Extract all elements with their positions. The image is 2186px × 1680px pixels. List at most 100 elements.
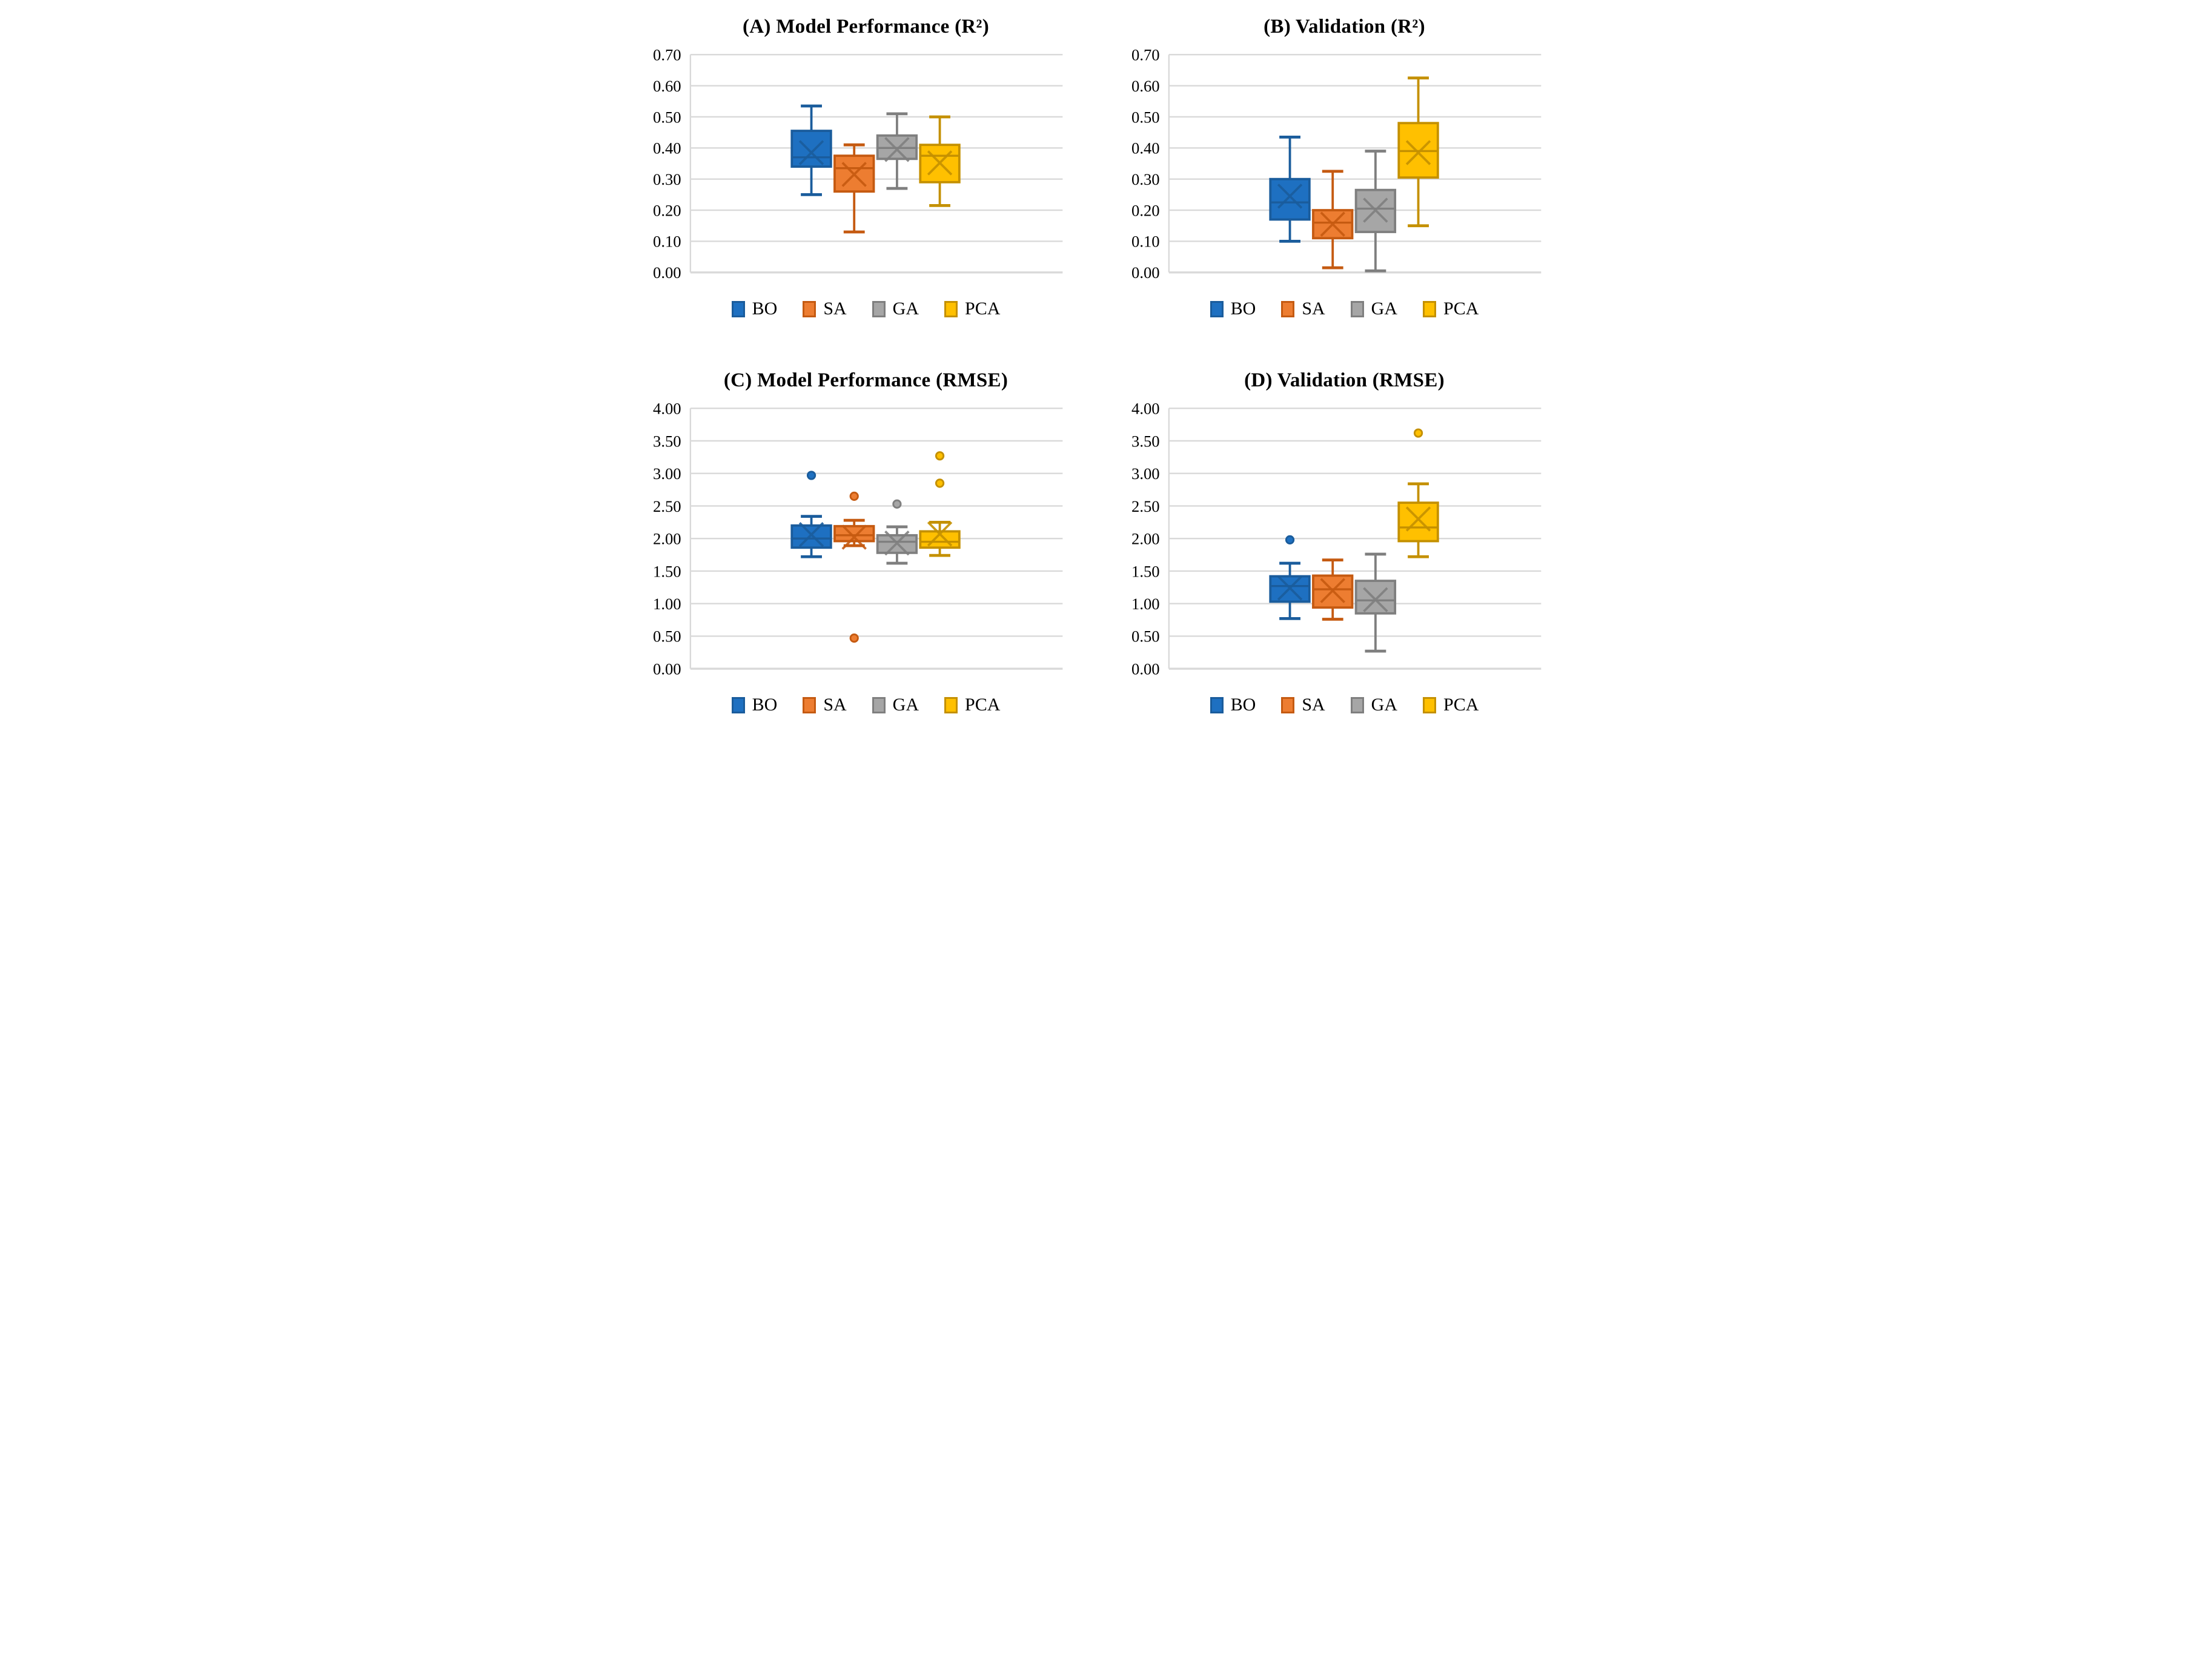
y-tick-label: 0.00 [653,660,681,678]
outlier-point [935,451,944,461]
legend-item-pca: PCA [944,696,1000,714]
y-tick-label: 1.00 [1131,595,1160,613]
panel-a-boxplot: 0.00 0.10 0.20 0.30 0.40 0.50 0.60 0.70 [629,45,1079,282]
legend-label-bo: BO [1230,695,1256,715]
legend-item-sa: SA [803,695,847,715]
y-tick-label: 0.00 [1131,263,1160,282]
mean-x-marker [927,150,952,176]
legend-swatch-ga [1350,696,1364,713]
legend-swatch-pca [944,696,958,713]
legend-label-pca: PCA [1443,695,1479,715]
legend-label-ga: GA [892,695,919,715]
legend-swatch-sa [1281,300,1295,317]
y-tick-label: 0.50 [1131,627,1160,646]
y-tick-label: 0.40 [653,139,681,157]
y-tick-label: 0.30 [1131,170,1160,188]
legend-label-ga: GA [892,299,919,319]
panel-c: (C) Model Performance (RMSE) 0.00 0.50 1.0… [629,369,1079,714]
legend-label-sa: SA [1302,299,1325,319]
legend-swatch-sa [803,696,816,713]
box-sa-a [833,143,875,234]
box-ga-c [876,499,918,565]
y-tick-label: 2.00 [653,530,681,548]
y-tick-label: 1.00 [653,595,681,613]
mean-x-marker [884,137,910,162]
panel-b-title: (B) Validation (R²) [1264,16,1425,38]
mean-x-marker [1405,506,1431,532]
y-tick-label: 3.00 [653,465,681,483]
legend-label-bo: BO [752,695,778,715]
y-tick-label: 3.50 [1131,432,1160,450]
panel-a: (A) Model Performance (R²) 0.00 0.10 0.20 0… [629,16,1079,318]
y-tick-label: 0.50 [653,627,681,646]
legend-item-sa: SA [803,300,847,318]
y-axis-ticks: 0.00 0.10 0.20 0.30 0.40 0.50 0.60 0.70 [1131,46,1160,282]
y-tick-label: 0.40 [1131,139,1160,157]
mean-x-marker [841,524,867,550]
legend-swatch-bo [1210,696,1224,713]
mean-x-marker [1277,184,1302,209]
legend-label-bo: BO [1230,299,1256,319]
y-tick-label: 3.50 [653,432,681,450]
mean-x-marker [884,531,910,556]
panel-c-legend: BO SA GA PCA [731,695,1000,715]
legend-label-sa: SA [823,695,847,715]
panel-b: (B) Validation (R²) 0.00 0.10 0.20 0.30 0.40… [1108,16,1557,318]
legend-swatch-bo [731,696,745,713]
legend-swatch-bo [1210,300,1224,317]
mean-x-marker [1405,140,1431,165]
legend-item-pca: PCA [944,300,1000,318]
box-pca-d [1397,428,1439,558]
panel-c-title: (C) Model Performance (RMSE) [723,369,1009,392]
y-tick-label: 0.60 [653,77,681,95]
panel-b-plot-svg: 0.00 0.10 0.20 0.30 0.40 0.50 0.60 0.70 [1131,46,1541,282]
y-tick-label: 0.10 [1131,233,1160,251]
y-tick-label: 0.70 [653,46,681,64]
legend-swatch-ga [1350,300,1364,317]
y-tick-label: 0.50 [653,108,681,126]
y-tick-label: 1.50 [1131,562,1160,580]
legend-item-bo: BO [731,695,778,715]
mean-x-marker [841,162,867,187]
legend-swatch-ga [872,300,886,317]
box-pca-c [918,451,961,557]
y-tick-label: 2.00 [1131,530,1160,548]
outlier-point [892,499,902,509]
legend-swatch-sa [803,300,816,317]
panel-a-title: (A) Model Performance (R²) [742,16,990,38]
mean-x-marker [1362,587,1388,612]
box-sa-c [833,491,875,643]
legend-item-pca: PCA [1423,696,1479,714]
box-sa-b [1311,170,1353,270]
outlier-point [849,491,859,501]
legend-swatch-pca [1423,696,1437,713]
panel-a-plot-svg: 0.00 0.10 0.20 0.30 0.40 0.50 0.60 0.70 [653,46,1062,282]
y-tick-label: 3.00 [1131,465,1160,483]
legend-swatch-ga [872,696,886,713]
panel-d-legend: BO SA GA PCA [1210,696,1479,714]
legend-item-ga: GA [1350,695,1398,715]
gridlines [1168,408,1541,670]
legend-swatch-pca [944,300,958,317]
box-bo-b [1268,135,1311,243]
panel-d-title: (D) Validation (RMSE) [1244,369,1445,392]
y-tick-label: 4.00 [1131,400,1160,418]
box-pca-b [1397,76,1439,228]
box-pca-a [918,115,961,207]
panel-d-plot-svg: 0.00 0.50 1.00 1.50 2.00 2.50 3.00 3.50 4.00 [1131,400,1541,678]
legend-label-pca: PCA [965,695,1001,715]
box-ga-d [1354,552,1396,653]
panel-c-plot-svg: 0.00 0.50 1.00 1.50 2.00 2.50 3.00 3.50 4.00 [653,400,1062,678]
panel-d-boxplot: 0.00 0.50 1.00 1.50 2.00 2.50 3.00 3.50 4.00 [1108,399,1557,678]
legend-label-sa: SA [1302,695,1325,715]
y-tick-label: 0.10 [653,233,681,251]
panel-a-legend: BO SA GA PCA [731,299,1000,319]
box-ga-b [1354,150,1396,273]
y-tick-label: 0.50 [1131,108,1160,126]
legend-label-pca: PCA [965,299,1001,319]
y-tick-label: 0.60 [1131,77,1160,95]
gridlines [689,54,1062,274]
box-bo-d [1268,535,1311,620]
legend-item-sa: SA [1281,300,1325,318]
legend-label-ga: GA [1371,695,1398,715]
